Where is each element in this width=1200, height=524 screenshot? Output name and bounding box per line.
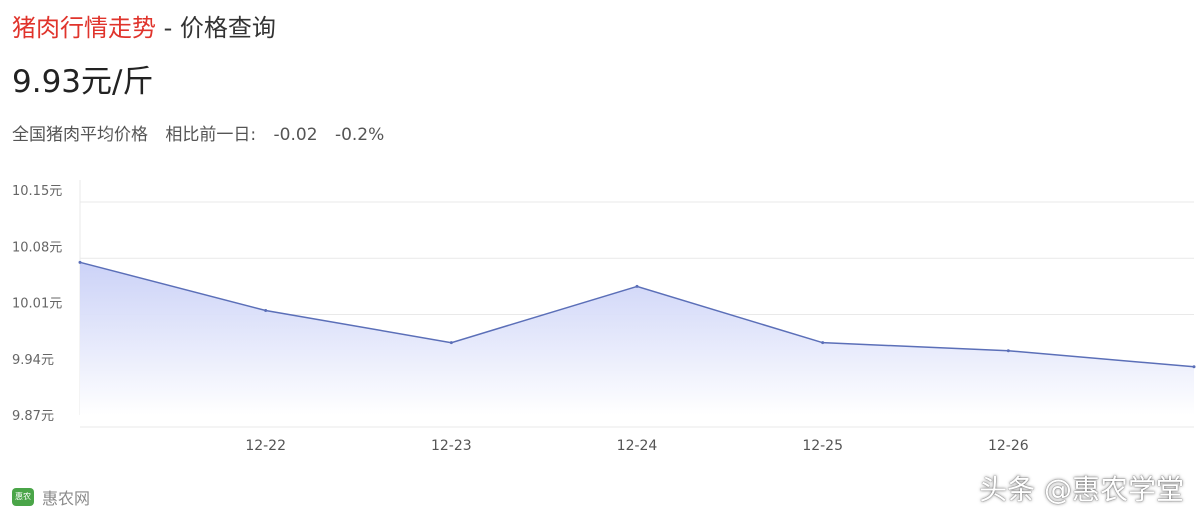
price-point (1006, 349, 1010, 353)
x-tick-label: 12-26 (988, 438, 1029, 454)
y-tick-label: 10.01元 (12, 297, 62, 312)
compare-label: 相比前一日: (165, 125, 257, 145)
x-tick-label: 12-22 (245, 438, 286, 454)
watermark: 头条 @惠农学堂 (979, 473, 1184, 506)
price-point (635, 284, 639, 288)
x-tick-label: 12-25 (802, 438, 843, 454)
page-title: 猪肉行情走势 - 价格查询 (12, 10, 276, 46)
y-tick-label: 10.08元 (12, 240, 62, 255)
chart-area-layer (78, 260, 1196, 415)
y-tick-label: 9.94元 (12, 353, 54, 368)
source-credit: 惠农 惠农网 (12, 485, 90, 509)
y-tick-label: 9.87元 (12, 409, 54, 424)
change-abs: -0.02 (273, 125, 318, 145)
price-point (821, 341, 825, 345)
y-axis-ticks: 10.15元 10.08元 10.01元 9.94元 9.87元 (12, 184, 62, 424)
price-area-fill (80, 262, 1194, 415)
huinong-logo-icon: 惠农 (12, 488, 34, 506)
page-title-main: 猪肉行情走势 (12, 14, 156, 42)
page-title-separator: - (156, 14, 180, 42)
price-point (1192, 365, 1196, 369)
current-price: 9.93元/斤 (12, 64, 154, 100)
x-axis-ticks: 12-22 12-23 12-24 12-25 12-26 (245, 438, 1028, 454)
change-pct: -0.2% (334, 125, 385, 145)
page-title-sub: 价格查询 (179, 14, 276, 42)
y-tick-label: 10.15元 (12, 184, 62, 199)
price-point (78, 260, 82, 264)
price-point (449, 341, 453, 345)
summary-label: 全国猪肉平均价格 (12, 125, 148, 145)
x-tick-label: 12-23 (431, 438, 472, 454)
x-tick-label: 12-24 (617, 438, 658, 454)
price-summary: 全国猪肉平均价格 相比前一日: -0.02 -0.2% (12, 123, 396, 147)
source-name: 惠农网 (42, 489, 91, 508)
price-point (264, 309, 268, 313)
